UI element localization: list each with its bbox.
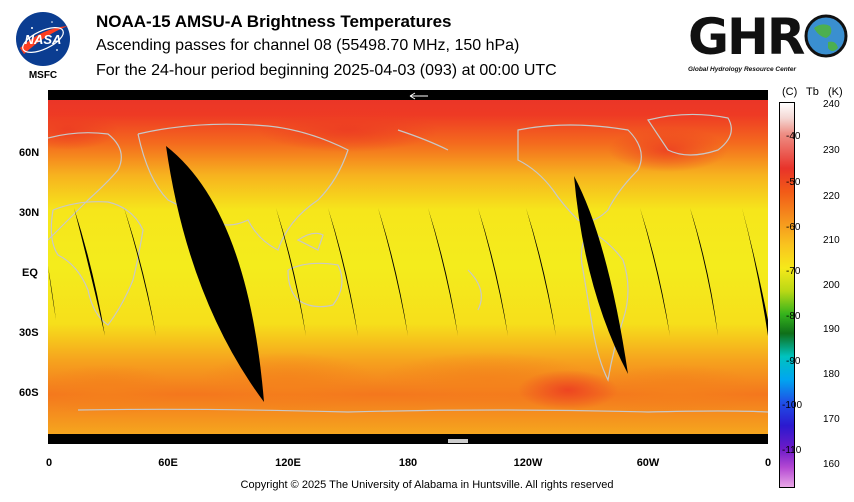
colorbar-k-tick: 190: [823, 324, 840, 335]
subtitle-channel: Ascending passes for channel 08 (55498.7…: [96, 37, 520, 54]
colorbar-c-tick: -110: [782, 445, 802, 456]
subtitle-period: For the 24-hour period beginning 2025-04…: [96, 62, 557, 79]
colorbar-c-tick: -90: [786, 356, 801, 367]
lon-label-120w: 120W: [513, 457, 543, 469]
colorbar-k-tick: 170: [823, 414, 840, 425]
colorbar: [779, 102, 795, 488]
colorbar-c-tick: -70: [786, 266, 801, 277]
colorbar-k-tick: 240: [823, 99, 840, 110]
msfc-caption: MSFC: [28, 70, 58, 81]
colorbar-k-tick: 180: [823, 369, 840, 380]
colorbar-c-tick: -80: [786, 311, 801, 322]
orbit-gaps: [48, 146, 768, 402]
lat-label-30n: 30N: [19, 207, 40, 219]
nasa-text: NASA: [25, 32, 62, 47]
copyright-notice: Copyright © 2025 The University of Alaba…: [240, 479, 614, 491]
lon-label-60w: 60W: [636, 457, 660, 469]
colorbar-k-tick: 160: [823, 459, 840, 470]
lat-label-60n: 60N: [19, 147, 40, 159]
colorbar-c-tick: -60: [786, 222, 801, 233]
colorbar-c-tick: -100: [782, 400, 803, 411]
colorbar-k-tick: 230: [823, 145, 840, 156]
ghrc-logo: GHRC Global Hydrology Resource Center: [686, 8, 848, 76]
lon-label-180: 180: [398, 457, 418, 469]
lon-label-60e: 60E: [158, 457, 178, 469]
globe-icon: [804, 14, 848, 58]
lat-label-60s: 60S: [19, 387, 39, 399]
lon-label-120e: 120E: [275, 457, 301, 469]
page-title: NOAA-15 AMSU-A Brightness Temperatures: [96, 12, 452, 31]
nasa-logo: NASA MSFC: [12, 10, 74, 82]
colorbar-c-tick: -50: [786, 177, 801, 188]
lat-label-eq: EQ: [22, 267, 38, 279]
ghrc-tagline: Global Hydrology Resource Center: [688, 66, 796, 73]
colorbar-unit-k: (K): [828, 86, 843, 98]
lat-label-30s: 30S: [19, 327, 39, 339]
brightness-temperature-map: [48, 90, 768, 444]
lon-label-0-right: 0: [764, 457, 772, 469]
colorbar-k-tick: 200: [823, 280, 840, 291]
nasa-meatball-icon: NASA: [16, 12, 70, 66]
colorbar-k-tick: 220: [823, 191, 840, 202]
colorbar-k-tick: 210: [823, 235, 840, 246]
lon-label-0-left: 0: [45, 457, 53, 469]
colorbar-unit-c: (C): [782, 86, 798, 98]
orbit-direction-arrow: [409, 92, 428, 100]
colorbar-c-tick: -40: [786, 131, 801, 142]
colorbar-label-tb: Tb: [806, 86, 819, 98]
